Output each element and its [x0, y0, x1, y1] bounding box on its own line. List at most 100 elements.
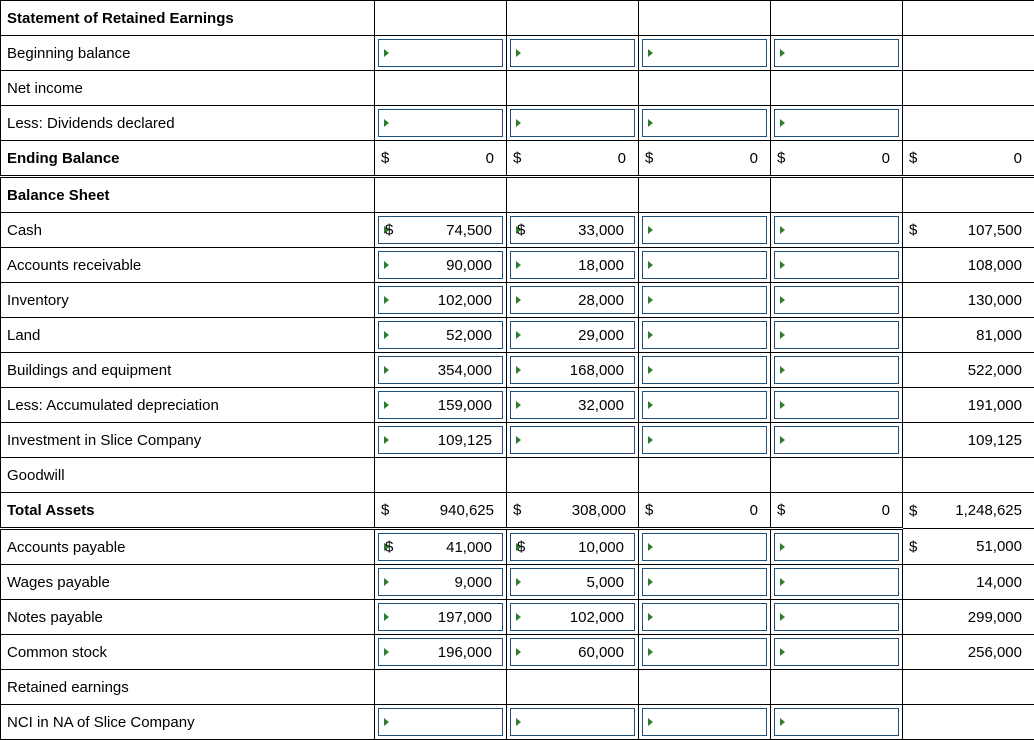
input-cell[interactable]: 159,000	[375, 388, 507, 423]
input-cell[interactable]	[507, 705, 639, 740]
cell-input[interactable]	[774, 321, 899, 349]
input-cell[interactable]	[639, 388, 771, 423]
input-cell[interactable]	[639, 283, 771, 318]
cell-input[interactable]	[642, 426, 767, 454]
cell-input[interactable]: 18,000	[510, 251, 635, 279]
cell-input[interactable]	[642, 391, 767, 419]
input-cell[interactable]: 90,000	[375, 248, 507, 283]
input-cell[interactable]	[771, 388, 903, 423]
cell-input[interactable]	[774, 568, 899, 596]
input-cell[interactable]: 5,000	[507, 565, 639, 600]
input-cell[interactable]	[639, 423, 771, 458]
input-cell[interactable]	[771, 248, 903, 283]
input-cell[interactable]	[375, 36, 507, 71]
input-cell[interactable]	[639, 248, 771, 283]
input-cell[interactable]: 197,000	[375, 600, 507, 635]
cell-input[interactable]: 102,000	[510, 603, 635, 631]
input-cell[interactable]: 18,000	[507, 248, 639, 283]
cell-input[interactable]	[642, 321, 767, 349]
cell-input[interactable]	[774, 391, 899, 419]
input-cell[interactable]	[771, 213, 903, 248]
cell-input[interactable]	[642, 708, 767, 736]
input-cell[interactable]: 102,000	[507, 600, 639, 635]
input-cell[interactable]	[771, 353, 903, 388]
input-cell[interactable]	[771, 600, 903, 635]
cell-input[interactable]	[642, 39, 767, 67]
cell-input[interactable]: 32,000	[510, 391, 635, 419]
input-cell[interactable]	[771, 529, 903, 565]
cell-input[interactable]: 9,000	[378, 568, 503, 596]
input-cell[interactable]	[375, 705, 507, 740]
cell-input[interactable]	[510, 39, 635, 67]
input-cell[interactable]	[639, 565, 771, 600]
input-cell[interactable]	[771, 318, 903, 353]
cell-input[interactable]	[378, 109, 503, 137]
input-cell[interactable]	[771, 106, 903, 141]
cell-input[interactable]: $74,500	[378, 216, 503, 244]
cell-input[interactable]: 60,000	[510, 638, 635, 666]
cell-input[interactable]	[378, 708, 503, 736]
cell-input[interactable]	[774, 216, 899, 244]
input-cell[interactable]: 60,000	[507, 635, 639, 670]
input-cell[interactable]	[639, 213, 771, 248]
input-cell[interactable]: $10,000	[507, 529, 639, 565]
input-cell[interactable]	[375, 106, 507, 141]
cell-input[interactable]	[642, 638, 767, 666]
cell-input[interactable]: $33,000	[510, 216, 635, 244]
cell-input[interactable]	[774, 533, 899, 561]
cell-input[interactable]	[774, 638, 899, 666]
cell-input[interactable]	[774, 356, 899, 384]
input-cell[interactable]: 28,000	[507, 283, 639, 318]
cell-input[interactable]	[774, 708, 899, 736]
input-cell[interactable]	[771, 36, 903, 71]
cell-input[interactable]: 109,125	[378, 426, 503, 454]
cell-input[interactable]: 5,000	[510, 568, 635, 596]
cell-input[interactable]: 28,000	[510, 286, 635, 314]
cell-input[interactable]: 102,000	[378, 286, 503, 314]
input-cell[interactable]: 354,000	[375, 353, 507, 388]
input-cell[interactable]: 168,000	[507, 353, 639, 388]
input-cell[interactable]	[507, 423, 639, 458]
input-cell[interactable]	[639, 635, 771, 670]
input-cell[interactable]: 52,000	[375, 318, 507, 353]
cell-input[interactable]: 90,000	[378, 251, 503, 279]
input-cell[interactable]	[771, 423, 903, 458]
input-cell[interactable]	[639, 600, 771, 635]
cell-input[interactable]	[642, 286, 767, 314]
cell-input[interactable]	[642, 356, 767, 384]
cell-input[interactable]	[774, 603, 899, 631]
input-cell[interactable]: $74,500	[375, 213, 507, 248]
input-cell[interactable]	[639, 353, 771, 388]
cell-input[interactable]: 196,000	[378, 638, 503, 666]
cell-input[interactable]	[510, 426, 635, 454]
input-cell[interactable]	[771, 283, 903, 318]
cell-input[interactable]: 159,000	[378, 391, 503, 419]
cell-input[interactable]: $10,000	[510, 533, 635, 561]
cell-input[interactable]	[642, 109, 767, 137]
input-cell[interactable]: 102,000	[375, 283, 507, 318]
cell-input[interactable]: 29,000	[510, 321, 635, 349]
input-cell[interactable]: 32,000	[507, 388, 639, 423]
cell-input[interactable]	[510, 708, 635, 736]
cell-input[interactable]: 354,000	[378, 356, 503, 384]
input-cell[interactable]: 109,125	[375, 423, 507, 458]
input-cell[interactable]	[507, 106, 639, 141]
input-cell[interactable]	[507, 36, 639, 71]
input-cell[interactable]	[771, 705, 903, 740]
cell-input[interactable]: 168,000	[510, 356, 635, 384]
input-cell[interactable]	[639, 106, 771, 141]
cell-input[interactable]	[642, 533, 767, 561]
input-cell[interactable]	[771, 635, 903, 670]
cell-input[interactable]	[642, 568, 767, 596]
cell-input[interactable]	[774, 426, 899, 454]
cell-input[interactable]	[642, 603, 767, 631]
cell-input[interactable]	[774, 251, 899, 279]
cell-input[interactable]	[378, 39, 503, 67]
cell-input[interactable]	[774, 39, 899, 67]
input-cell[interactable]: 9,000	[375, 565, 507, 600]
input-cell[interactable]	[771, 565, 903, 600]
input-cell[interactable]	[639, 36, 771, 71]
cell-input[interactable]: 52,000	[378, 321, 503, 349]
cell-input[interactable]	[774, 109, 899, 137]
cell-input[interactable]	[774, 286, 899, 314]
